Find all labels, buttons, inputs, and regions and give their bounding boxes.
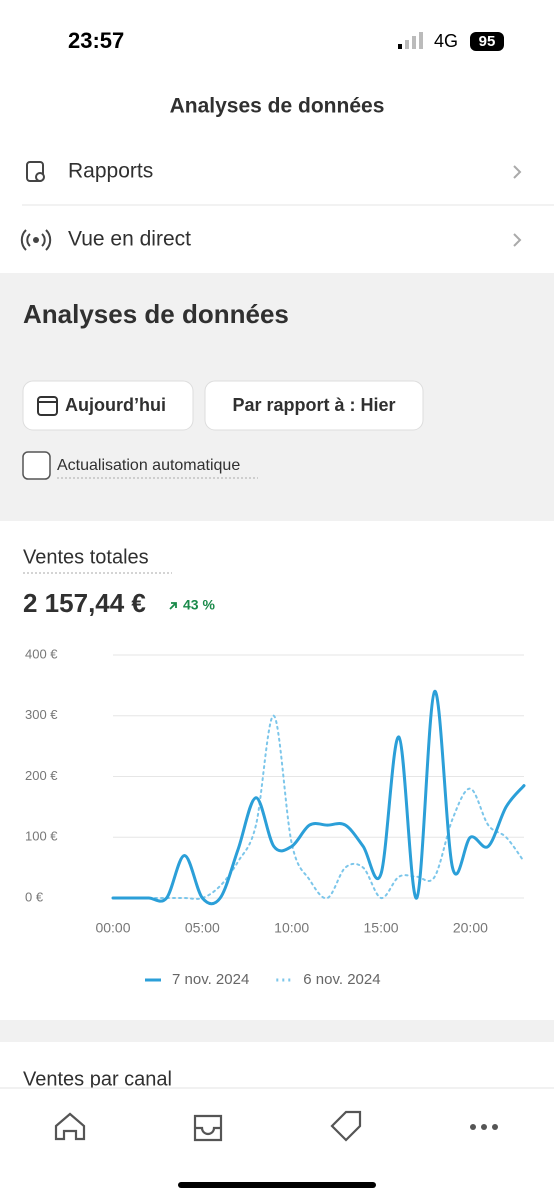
y-tick-label: 0 € <box>25 889 44 904</box>
x-tick-label: 00:00 <box>95 920 130 936</box>
compare-button[interactable]: Par rapport à : Hier <box>204 380 424 431</box>
up-arrow <box>169 602 177 610</box>
gap <box>0 1020 554 1042</box>
change: 43 % <box>183 597 215 613</box>
y-tick-label: 300 € <box>25 707 58 722</box>
y-tick-label: 400 € <box>25 646 58 661</box>
series-line <box>111 689 526 906</box>
menu-label[interactable]: Rapports <box>68 160 153 183</box>
series-line <box>112 714 525 900</box>
home-tab[interactable] <box>54 1112 86 1141</box>
tab-bar <box>0 1088 554 1200</box>
checkbox-label[interactable]: Actualisation automatique <box>57 457 240 474</box>
button-label[interactable]: Par rapport à : Hier <box>232 395 395 415</box>
y-tick-label: 200 € <box>25 768 58 783</box>
x-tick-label: 15:00 <box>364 920 399 936</box>
date-button[interactable]: Aujourd’hui <box>22 380 194 431</box>
header-title: Analyses de données <box>170 95 385 118</box>
battery-level: 95 <box>479 33 496 50</box>
chart: 0 € 100 € 200 € 300 € 400 € 00:00 05:00 10:00 15… <box>25 646 526 988</box>
more-tab[interactable] <box>470 1124 498 1130</box>
home-indicator <box>178 1182 376 1188</box>
total: 2 157,44 € <box>23 588 146 618</box>
battery <box>470 32 504 51</box>
section-title: Ventes par canal <box>23 1068 172 1090</box>
inbox-tab[interactable] <box>193 1114 223 1142</box>
y-tick-label: 100 € <box>25 829 58 844</box>
time: 23:57 <box>68 28 124 53</box>
x-tick-label: 05:00 <box>185 920 220 936</box>
signal <box>398 32 423 49</box>
checkbox[interactable] <box>22 451 51 480</box>
legend-label: 7 nov. 2024 <box>172 971 249 988</box>
legend-label: 6 nov. 2024 <box>303 971 380 988</box>
live-row[interactable]: Vue en direct <box>20 228 522 251</box>
tag-tab[interactable] <box>330 1110 362 1142</box>
x-tick-label: 20:00 <box>453 920 488 936</box>
reports-row[interactable]: Rapports <box>26 160 522 183</box>
button-label[interactable]: Aujourd’hui <box>65 395 166 415</box>
menu-label[interactable]: Vue en direct <box>68 228 191 251</box>
section-title: Analyses de données <box>23 299 289 329</box>
chart-title: Ventes totales <box>23 546 149 568</box>
x-tick-label: 10:00 <box>274 920 309 936</box>
network: 4G <box>434 31 458 51</box>
